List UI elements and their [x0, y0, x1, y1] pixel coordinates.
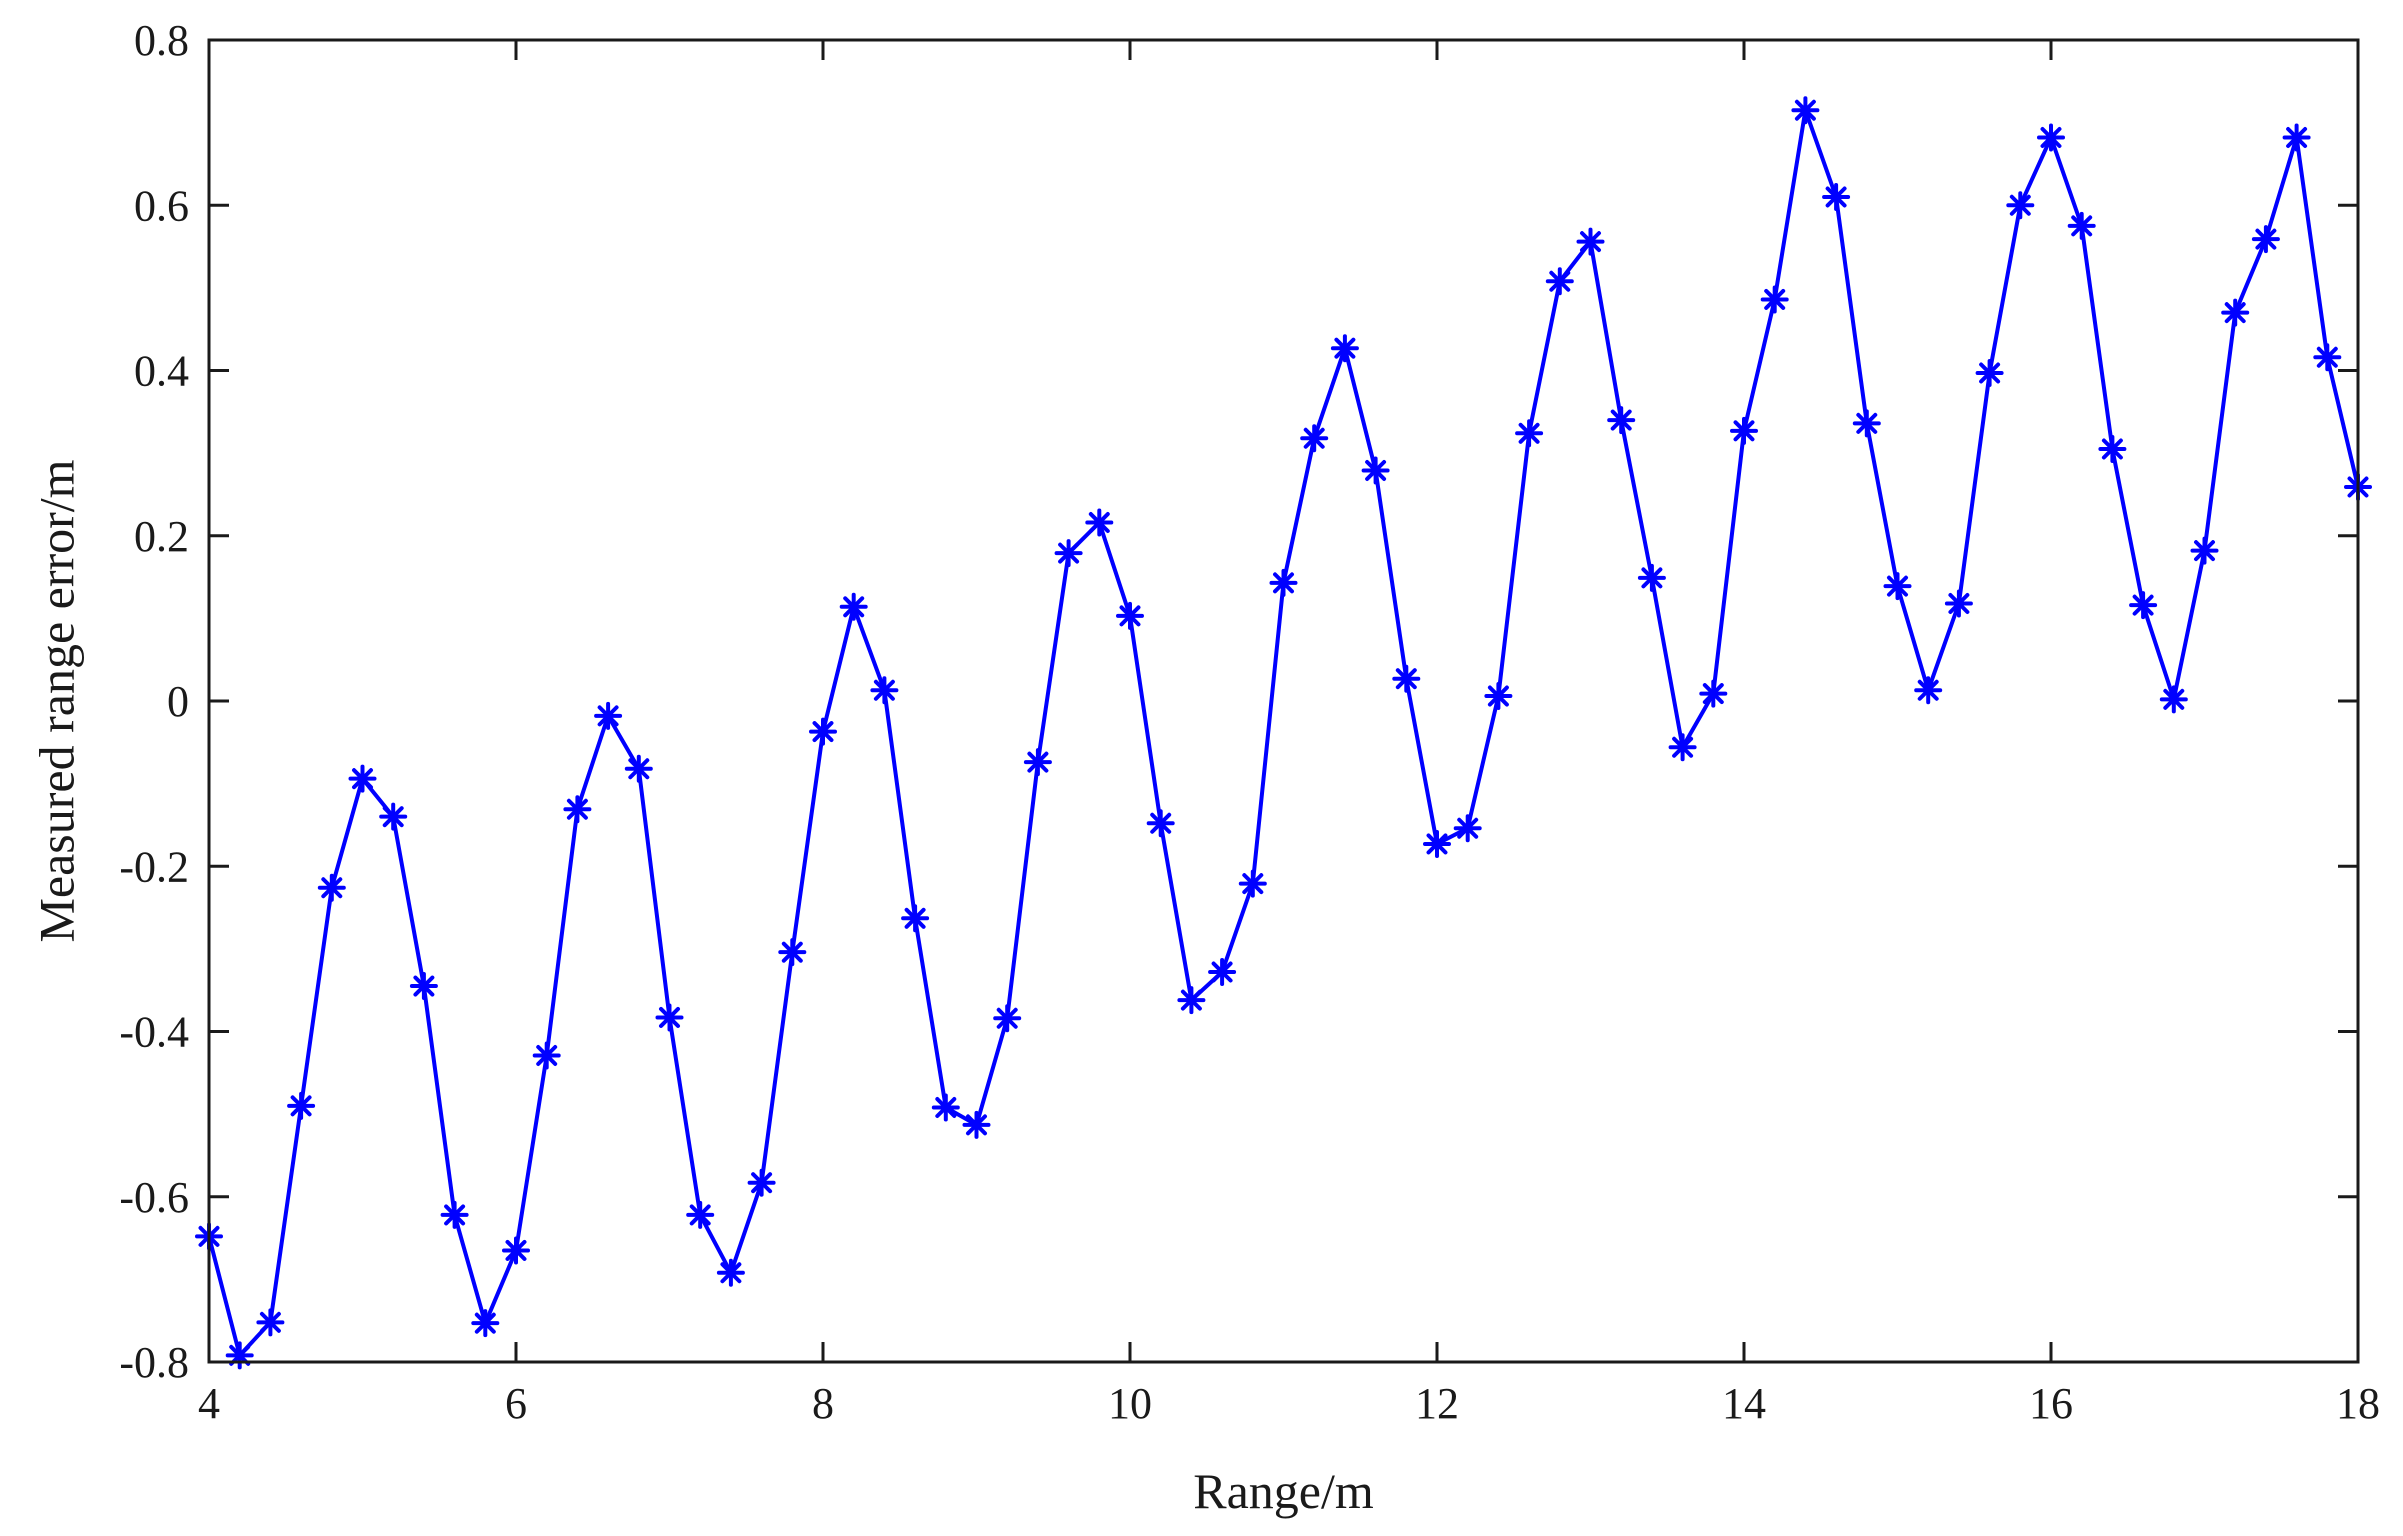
data-point	[1822, 182, 1851, 211]
data-point	[1699, 679, 1728, 708]
data-point	[440, 1200, 469, 1229]
y-tick-label: 0.8	[134, 16, 189, 65]
data-point	[1944, 589, 1973, 618]
x-tick-label: 10	[1108, 1379, 1152, 1428]
data-point	[1515, 419, 1544, 448]
data-point	[2037, 123, 2065, 152]
data-point	[901, 904, 930, 933]
x-tick-label: 4	[198, 1379, 220, 1428]
y-axis-label: Measured range error/m	[28, 459, 84, 942]
data-point	[2282, 123, 2311, 152]
data-point	[809, 717, 837, 746]
data-point	[1300, 424, 1329, 453]
data-point	[1054, 539, 1083, 568]
data-point	[1852, 409, 1881, 438]
data-point	[1668, 733, 1697, 762]
data-point	[471, 1309, 500, 1338]
data-point	[1361, 456, 1390, 485]
data-point	[716, 1258, 745, 1287]
data-point	[1607, 406, 1636, 435]
data-point	[409, 972, 438, 1001]
data-point	[1085, 508, 1114, 537]
data-point	[563, 795, 592, 824]
y-tick-label: -0.4	[119, 1008, 189, 1057]
data-point	[1453, 814, 1482, 843]
data-point	[1484, 682, 1513, 711]
data-point	[1730, 416, 1758, 445]
data-point	[1883, 572, 1912, 601]
data-point	[1975, 358, 2004, 387]
x-tick-label: 12	[1415, 1379, 1459, 1428]
data-point	[1208, 958, 1237, 987]
data-point	[348, 764, 377, 793]
data-point	[839, 592, 868, 621]
data-point	[225, 1341, 254, 1370]
data-point	[317, 873, 346, 902]
data-point	[655, 1003, 684, 1032]
data-point	[1330, 334, 1359, 363]
x-tick-label: 16	[2029, 1379, 2073, 1428]
data-point	[1392, 664, 1421, 693]
data-point	[1116, 601, 1144, 630]
data-point	[2221, 298, 2250, 327]
data-point	[624, 754, 653, 783]
data-point	[1760, 285, 1789, 314]
data-point	[778, 938, 807, 967]
y-tick-label: 0	[167, 677, 189, 726]
data-point	[2129, 591, 2158, 620]
x-tick-label: 6	[505, 1379, 527, 1428]
data-point	[2098, 434, 2127, 463]
data-point	[379, 802, 408, 831]
data-point	[287, 1091, 316, 1120]
y-tick-label: -0.6	[119, 1173, 189, 1222]
data-point	[256, 1308, 285, 1337]
data-point	[1637, 563, 1666, 592]
data-point	[2251, 225, 2280, 254]
x-tick-label: 18	[2336, 1379, 2380, 1428]
data-point	[1023, 748, 1052, 777]
data-point	[1423, 829, 1451, 858]
y-tick-labels: 0.8 0.6 0.4 0.2 0 -0.2 -0.4 -0.6 -0.8	[119, 16, 189, 1387]
y-tick-label: -0.2	[119, 842, 189, 891]
data-point	[1576, 227, 1605, 256]
data-point	[747, 1168, 776, 1197]
data-point	[502, 1236, 530, 1265]
data-point	[1238, 869, 1267, 898]
data-point	[1269, 568, 1298, 597]
data-point	[2159, 685, 2188, 714]
data-point	[962, 1110, 991, 1139]
data-point	[1545, 267, 1574, 296]
y-tick-label: 0.4	[134, 347, 189, 396]
x-tick-label: 14	[1722, 1379, 1766, 1428]
data-point	[1177, 986, 1206, 1015]
data-point	[931, 1093, 960, 1122]
data-point	[993, 1004, 1022, 1033]
data-point	[1146, 809, 1175, 838]
data-point	[1914, 676, 1943, 705]
y-tick-label: 0.2	[134, 512, 189, 561]
y-tick-label: -0.8	[119, 1338, 189, 1387]
data-point	[2067, 211, 2096, 240]
data-point	[870, 676, 899, 705]
data-point	[2006, 191, 2035, 220]
data-markers	[195, 96, 2372, 1370]
y-tick-label: 0.6	[134, 181, 189, 230]
data-point	[532, 1041, 561, 1070]
data-point	[1791, 96, 1820, 125]
data-point	[594, 701, 623, 730]
x-tick-label: 8	[812, 1379, 834, 1428]
data-point	[2313, 343, 2342, 372]
x-tick-labels: 4 6 8 10 12 14 16 18	[198, 1379, 2380, 1428]
plot-frame	[207, 38, 2360, 1364]
data-point	[2190, 536, 2219, 565]
x-axis-label: Range/m	[1193, 1463, 1374, 1519]
data-point	[686, 1200, 715, 1229]
